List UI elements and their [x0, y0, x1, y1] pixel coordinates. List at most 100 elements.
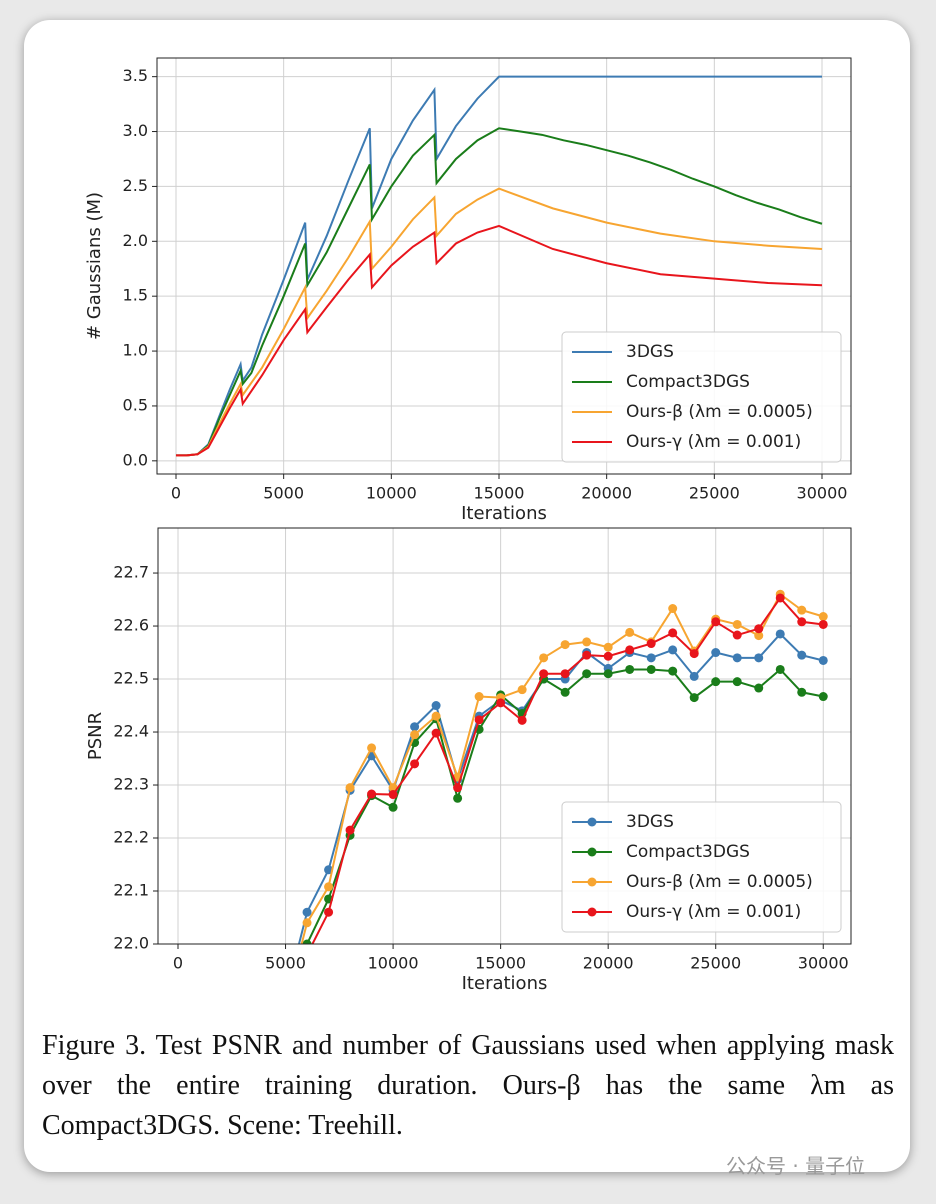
data-point	[431, 701, 441, 711]
watermark: 公众号 · 量子位	[726, 1154, 866, 1178]
data-point	[474, 692, 484, 702]
data-point	[625, 664, 635, 674]
caption: Figure 3. Test PSNR and number of Gaussi…	[42, 1030, 894, 1141]
y-tick-label: 22.2	[113, 828, 149, 847]
legend-label: Ours-γ (λm = 0.001)	[626, 432, 801, 452]
data-point	[388, 790, 398, 800]
data-point	[732, 677, 742, 687]
data-point	[517, 685, 527, 695]
data-point	[582, 637, 592, 647]
data-point	[302, 907, 312, 917]
legend-marker	[587, 817, 597, 827]
data-point	[754, 624, 764, 634]
legend-marker	[587, 847, 597, 857]
data-point	[646, 639, 656, 649]
data-point	[281, 1003, 290, 1012]
data-point	[431, 711, 441, 721]
legend-label: Compact3DGS	[626, 372, 750, 392]
plot-area	[281, 589, 828, 1012]
data-point	[711, 648, 721, 658]
x-tick-label: 30000	[798, 954, 849, 973]
x-tick-label: 30000	[797, 484, 848, 503]
legend-frame	[561, 331, 842, 463]
y-tick-label: 22.5	[113, 669, 149, 688]
data-point	[775, 593, 785, 603]
data-point	[517, 715, 527, 725]
data-point	[711, 617, 721, 627]
legend-label: Ours-γ (λm = 0.001)	[626, 902, 801, 922]
series-line	[175, 127, 823, 457]
data-point	[539, 669, 549, 679]
data-point	[711, 677, 721, 687]
legend-label: Ours-β (λm = 0.0005)	[626, 872, 813, 892]
data-point	[668, 666, 678, 676]
y-tick-label: 1.0	[123, 341, 148, 360]
plot-area	[175, 75, 823, 457]
data-point	[388, 802, 398, 812]
data-point	[625, 645, 635, 655]
axes-frame	[156, 57, 852, 475]
y-tick-label: 22.3	[113, 775, 149, 794]
legend-frame	[561, 801, 842, 933]
data-point	[603, 651, 613, 661]
data-point	[324, 882, 334, 892]
data-point	[732, 619, 742, 629]
data-point	[345, 825, 355, 835]
data-point	[646, 664, 656, 674]
x-tick-label: 20000	[583, 954, 634, 973]
data-point	[302, 939, 312, 944]
x-tick-label: 5000	[265, 954, 306, 973]
legend-marker	[587, 907, 597, 917]
x-tick-label: 25000	[689, 484, 740, 503]
x-tick-label: 25000	[690, 954, 741, 973]
y-tick-label: 22.6	[113, 616, 149, 635]
x-tick-label: 15000	[475, 954, 526, 973]
data-point	[818, 619, 828, 629]
y-tick-label: 22.0	[113, 934, 149, 953]
data-point	[560, 687, 570, 697]
data-point	[453, 793, 463, 803]
data-point	[496, 698, 506, 708]
legend-label: 3DGS	[626, 812, 674, 832]
data-point	[560, 669, 570, 679]
legend-label: Ours-β (λm = 0.0005)	[626, 402, 813, 422]
data-point	[324, 907, 334, 917]
data-point	[775, 629, 785, 639]
y-tick-label: 2.5	[123, 176, 148, 195]
data-point	[302, 918, 312, 928]
data-point	[603, 642, 613, 652]
data-point	[797, 605, 807, 615]
data-point	[625, 627, 635, 637]
data-point	[281, 992, 290, 1001]
data-point	[818, 692, 828, 702]
series-line	[175, 224, 823, 457]
data-point	[646, 653, 656, 663]
data-point	[410, 759, 420, 769]
chart: 0 5000 10000 15000 20000 25000 30000 0.0 0.5 1.0 1…	[84, 57, 852, 524]
data-point	[732, 630, 742, 640]
data-point	[345, 783, 355, 793]
data-point	[582, 650, 592, 660]
data-point	[818, 611, 828, 621]
chart: 0 5000 10000 15000 20000 25000 30000 22.0 22.1 22…	[85, 527, 852, 1012]
data-point	[797, 650, 807, 660]
x-tick-label: 10000	[366, 484, 417, 503]
y-axis-label: PSNR	[85, 712, 106, 760]
axes-frame	[157, 527, 852, 945]
y-tick-label: 22.7	[113, 563, 149, 582]
legend-marker	[587, 877, 597, 887]
figure-card	[24, 20, 910, 1172]
data-point	[797, 617, 807, 627]
legend-label: Compact3DGS	[626, 842, 750, 862]
data-point	[582, 669, 592, 679]
data-point	[775, 664, 785, 674]
y-tick-label: 3.0	[123, 121, 148, 140]
data-point	[668, 628, 678, 638]
data-point	[431, 728, 441, 738]
data-point	[732, 653, 742, 663]
x-tick-label: 0	[173, 954, 183, 973]
data-point	[539, 653, 549, 663]
series-line	[175, 187, 823, 457]
x-axis-label: Iterations	[462, 973, 548, 994]
